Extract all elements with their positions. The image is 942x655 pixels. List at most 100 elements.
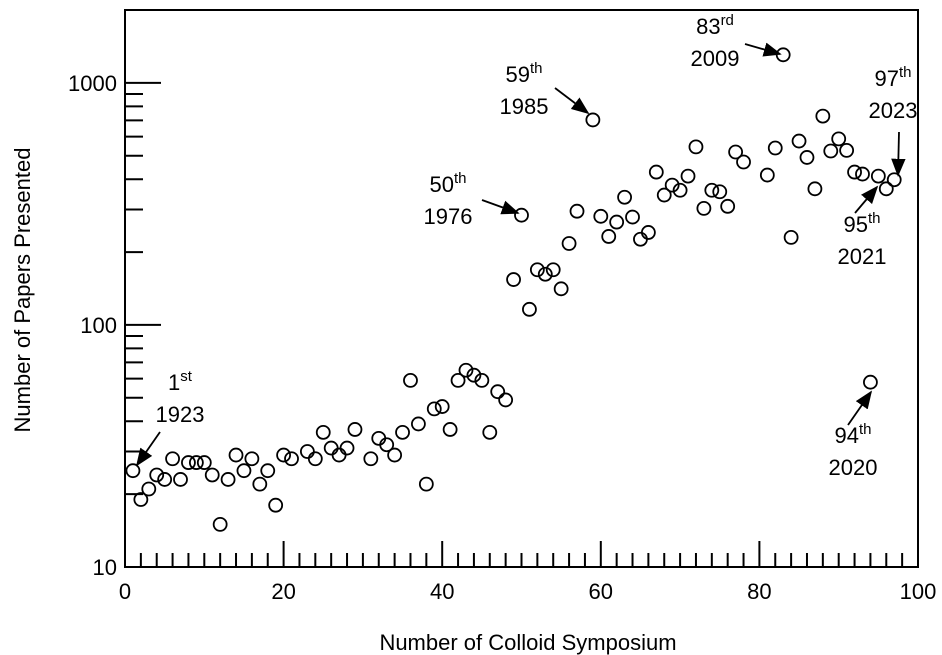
annotation-number: 1: [168, 370, 180, 395]
data-point: [767, 140, 783, 156]
data-point: [664, 177, 680, 193]
data-point: [569, 203, 585, 219]
data-point: [648, 164, 664, 180]
y-tick-label: 1000: [68, 71, 117, 96]
data-point: [307, 451, 323, 467]
data-point: [609, 214, 625, 230]
data-point: [799, 150, 815, 165]
x-tick-label: 100: [900, 579, 937, 604]
data-point: [807, 181, 823, 197]
data-point: [680, 168, 696, 184]
data-point: [593, 208, 609, 224]
annotation-year: 2023: [869, 98, 918, 123]
data-point: [244, 451, 260, 467]
annotation-suffix: th: [899, 64, 912, 81]
annotation-arrow: [554, 87, 590, 115]
data-point: [450, 373, 466, 388]
data-point: [434, 399, 450, 414]
data-point: [466, 367, 482, 383]
data-point: [418, 476, 434, 492]
annotation-ordinal: 1st: [168, 368, 193, 395]
data-point: [506, 272, 521, 287]
data-point: [529, 262, 545, 278]
data-point: [196, 455, 212, 470]
data-point: [490, 384, 506, 400]
data-point: [759, 167, 775, 183]
annotation-ordinal: 94th: [835, 421, 872, 448]
annotation-ordinal: 50th: [430, 170, 467, 197]
x-tick-label: 80: [747, 579, 771, 604]
data-point: [284, 451, 299, 467]
data-point: [228, 447, 244, 463]
data-point: [640, 225, 656, 240]
data-point: [736, 154, 751, 170]
annotation-ordinal: 83rd: [696, 12, 734, 39]
annotation-number: 97: [875, 66, 899, 91]
data-point: [791, 133, 807, 149]
annotation-arrow: [847, 390, 873, 426]
annotation-year: 2009: [691, 46, 740, 71]
data-point: [553, 281, 569, 297]
data-point: [815, 108, 831, 124]
data-point: [173, 472, 188, 487]
data-point: [363, 451, 379, 467]
data-point: [863, 374, 878, 390]
x-tick-label: 60: [589, 579, 613, 604]
data-point: [839, 143, 855, 158]
data-point: [157, 472, 173, 487]
annotation-year: 1976: [424, 204, 473, 229]
annotation-year: 1923: [156, 402, 205, 427]
data-point: [411, 416, 426, 432]
data-point: [181, 455, 196, 470]
data-point: [728, 144, 744, 160]
data-point: [831, 131, 847, 147]
data-point: [426, 401, 442, 417]
annotation-ordinal: 59th: [506, 60, 543, 87]
data-point: [299, 444, 315, 459]
data-point: [133, 492, 149, 507]
annotation-arrow: [135, 431, 161, 467]
data-point: [561, 236, 577, 251]
data-point: [633, 231, 648, 247]
annotation-ordinal: 95th: [844, 210, 881, 237]
data-point: [458, 362, 474, 378]
data-point: [403, 373, 418, 388]
annotation-suffix: th: [454, 170, 467, 187]
y-tick-label: 100: [80, 313, 117, 338]
data-point: [870, 168, 886, 184]
annotation-year: 1985: [500, 94, 549, 119]
data-point: [474, 373, 490, 388]
y-tick-label: 10: [93, 555, 117, 580]
data-point: [252, 476, 268, 492]
annotation-arrow: [481, 199, 520, 215]
data-point: [387, 447, 403, 463]
data-point: [339, 440, 355, 456]
x-tick-label: 40: [430, 579, 454, 604]
annotation-suffix: rd: [721, 12, 734, 29]
data-point: [482, 424, 498, 440]
annotation-arrow: [891, 131, 906, 177]
data-point: [442, 422, 458, 437]
annotation-arrow: [854, 185, 879, 214]
data-point: [855, 166, 870, 182]
data-point: [236, 463, 252, 479]
data-point: [379, 437, 395, 453]
data-point: [347, 422, 363, 437]
annotation-number: 94: [835, 423, 859, 448]
data-point: [125, 463, 141, 479]
data-point: [315, 424, 331, 440]
data-point: [696, 200, 712, 216]
data-point: [204, 467, 220, 483]
annotation-year: 2020: [829, 455, 878, 480]
data-point: [212, 516, 228, 532]
data-point: [688, 139, 704, 155]
data-point: [617, 189, 632, 205]
annotation-suffix: th: [859, 421, 872, 438]
data-point: [323, 440, 339, 456]
data-point: [268, 497, 284, 513]
annotation-number: 50: [430, 172, 454, 197]
data-point: [601, 229, 617, 244]
annotation-suffix: th: [868, 210, 881, 227]
data-point: [656, 187, 672, 203]
